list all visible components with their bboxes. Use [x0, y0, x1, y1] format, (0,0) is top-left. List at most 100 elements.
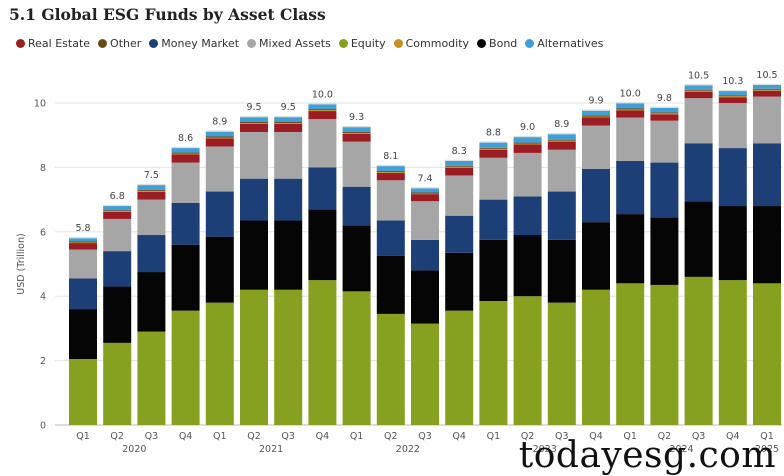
bar-segment: [479, 157, 508, 200]
bar-segment: [718, 103, 747, 149]
bar-total-label: 10.5: [688, 70, 709, 81]
bar-segment: [479, 301, 508, 425]
bar-total-label: 10.0: [620, 88, 641, 99]
bar-segment: [547, 139, 576, 141]
legend-item: Commodity: [393, 37, 469, 50]
legend-item: Other: [98, 37, 141, 50]
bar-total-label: 9.8: [657, 93, 672, 104]
x-tick-label: Q1: [213, 431, 227, 442]
bar-segment: [513, 144, 542, 153]
y-tick-label: 10: [34, 99, 46, 110]
bar-segment: [753, 143, 781, 207]
x-tick-label: Q2: [247, 431, 261, 442]
x-tick-label: Q4: [316, 431, 330, 442]
bar-segment: [513, 296, 542, 425]
bar-segment: [479, 239, 508, 302]
bar-total-label: 9.5: [246, 102, 261, 113]
bar-segment: [376, 180, 405, 221]
bar-segment: [445, 215, 474, 253]
watermark: todayesg.com: [518, 435, 776, 476]
x-year-label: 2021: [259, 444, 283, 455]
x-tick-label: Q2: [110, 431, 124, 442]
bar-segment: [69, 242, 97, 244]
bar-segment: [240, 220, 268, 290]
bar-segment: [616, 103, 645, 109]
bar-top-edge: [547, 133, 576, 135]
bar-segment: [616, 117, 645, 161]
x-year-label: 2025: [755, 444, 779, 455]
bar-segment: [69, 249, 97, 279]
legend-item: Alternatives: [525, 37, 603, 50]
legend-swatch: [247, 39, 257, 48]
bar-segment: [103, 286, 132, 343]
bar-segment: [582, 289, 610, 425]
bar-total-label: 9.0: [520, 122, 535, 133]
bar-segment: [171, 202, 200, 245]
bar-segment: [684, 201, 713, 277]
y-tick-label: 6: [40, 227, 46, 238]
bar-segment: [205, 137, 234, 139]
bar-segment: [137, 191, 166, 200]
bar-segment: [547, 191, 576, 240]
bar-segment: [650, 112, 679, 114]
legend-label: Real Estate: [28, 37, 91, 50]
legend-item: Real Estate: [16, 37, 90, 50]
bar-total-label: 7.5: [144, 170, 159, 181]
bar-total-label: 10.3: [722, 76, 743, 87]
bar-segment: [445, 175, 474, 216]
bar-segment: [547, 134, 576, 140]
bar-total-label: 9.5: [281, 102, 296, 113]
bar-segment: [445, 165, 474, 167]
bar-segment: [582, 116, 610, 118]
bar-segment: [513, 152, 542, 197]
bar-segment: [137, 199, 166, 236]
bar-segment: [753, 88, 781, 90]
bar-total-label: 8.9: [554, 119, 569, 130]
x-tick-label: Q3: [555, 431, 569, 442]
legend-label: Alternatives: [537, 37, 604, 50]
bar-segment: [376, 172, 405, 181]
bar-top-edge: [171, 146, 200, 149]
bar-total-label: 8.1: [383, 151, 398, 162]
x-tick-label: Q3: [281, 431, 295, 442]
x-tick-label: Q3: [145, 431, 159, 442]
bar-segment: [69, 278, 97, 310]
bar-top-edge: [479, 141, 508, 143]
bar-segment: [308, 111, 337, 120]
bar-segment: [513, 143, 542, 145]
x-year-label: 2024: [669, 444, 693, 455]
bar-segment: [753, 89, 781, 91]
bar-segment: [513, 142, 542, 144]
bar-segment: [650, 113, 679, 115]
bar-segment: [411, 270, 439, 324]
bar-segment: [240, 117, 268, 122]
bar-segment: [240, 289, 268, 425]
bar-segment: [103, 342, 132, 425]
bar-top-edge: [684, 84, 713, 86]
bar-segment: [411, 193, 439, 195]
bar-segment: [342, 225, 371, 292]
y-tick-label: 4: [40, 292, 46, 303]
bar-segment: [240, 131, 268, 179]
bar-segment: [240, 122, 268, 124]
bar-segment: [171, 162, 200, 203]
bar-segment: [69, 309, 97, 359]
bar-segment: [103, 251, 132, 287]
x-tick-label: Q2: [384, 431, 398, 442]
bar-segment: [718, 97, 747, 103]
bar-segment: [684, 276, 713, 425]
legend-item: Money Market: [149, 37, 239, 50]
bar-segment: [650, 217, 679, 285]
bar-segment: [513, 235, 542, 297]
bar-segment: [171, 154, 200, 163]
bar-segment: [718, 95, 747, 97]
bar-segment: [205, 138, 234, 147]
bar-segment: [69, 241, 97, 243]
x-tick-label: Q2: [658, 431, 672, 442]
x-tick-label: Q4: [452, 431, 466, 442]
bar-top-edge: [376, 164, 405, 167]
x-tick-label: Q4: [179, 431, 193, 442]
bar-total-label: 8.8: [486, 128, 501, 139]
bar-segment: [308, 280, 337, 425]
bar-segment: [684, 143, 713, 202]
